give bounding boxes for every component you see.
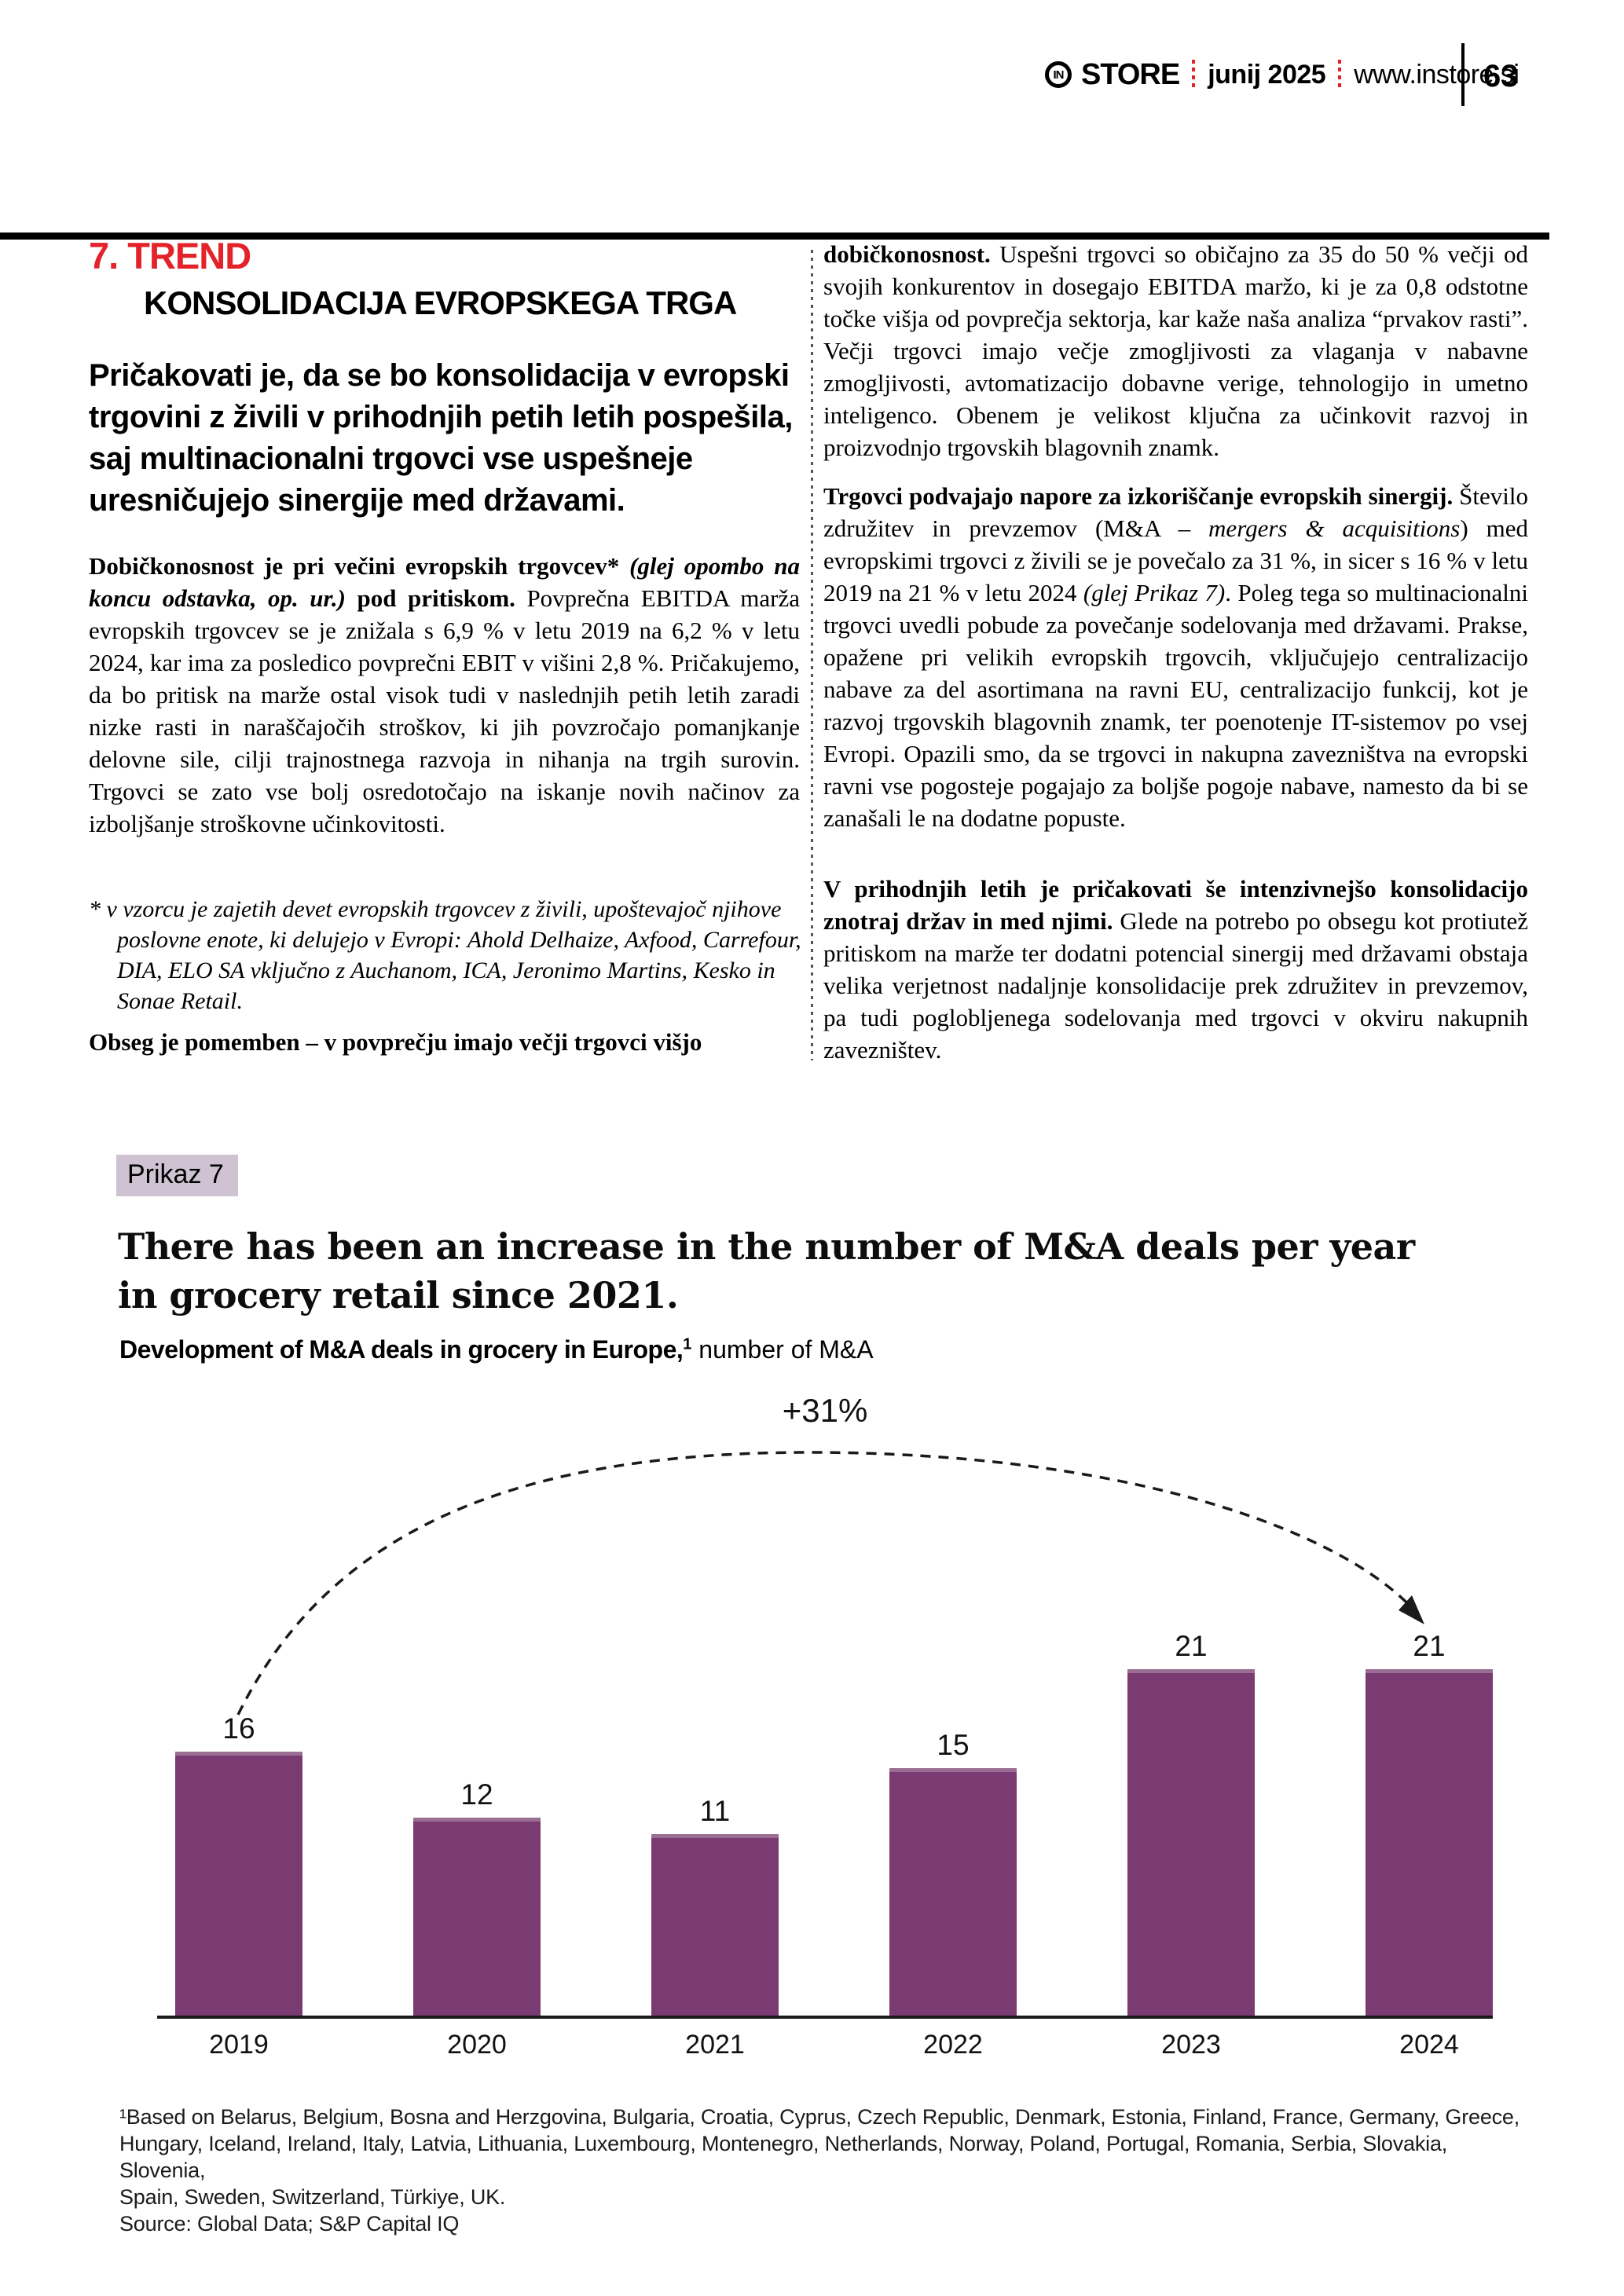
left-paragraph-3: Obseg je pomemben – v povprečju imajo ve… [89,1028,702,1056]
bar-value-label: 15 [937,1729,970,1761]
bar-value-label: 21 [1175,1630,1208,1662]
year-label: 2019 [209,2030,269,2060]
exhibit-title: There has been an increase in the number… [118,1222,1532,1320]
year-label: 2020 [447,2030,507,2060]
bar-fill [1366,1669,1493,2016]
exhibit-title-line2: in grocery retail since 2021. [118,1274,679,1316]
bar-2022: 15 [889,1729,1017,2016]
page-number: 63 [1483,59,1519,93]
left-paragraph-1: Dobičkonosnost je pri večini evropskih t… [89,552,800,837]
website-url: www.instore.si [1354,59,1520,90]
year-label: 2021 [685,2030,745,2060]
bar-value-label: 11 [699,1795,731,1827]
exhibit-subtitle: Development of M&A deals in grocery in E… [119,1335,1534,1364]
column-divider [811,250,813,1060]
growth-annotation: +31% [782,1392,868,1429]
left-paragraph-footnote: * v vzorcu je zajetih devet evropskih tr… [89,896,801,1014]
article-lede: Pričakovati je, da se bo konsolidacija v… [89,358,793,518]
right-paragraph-1: dobičkonosnost. Uspešni trgovci so običa… [823,240,1529,461]
footnote-line: Hungary, Iceland, Ireland, Italy, Latvia… [119,2132,1448,2182]
exhibit-subtitle-bold: Development of M&A deals in grocery in E… [119,1335,684,1364]
bar-value-label: 12 [460,1778,493,1811]
bar-fill [413,1818,541,2016]
footnote-marker: 1 [683,1335,692,1353]
header-divider [1461,43,1465,106]
red-dotted-separator-icon [1338,60,1342,90]
bar-2021: 11 [651,1795,779,2016]
section-title: KONSOLIDACIJA EVROPSKEGA TRGA [144,284,737,321]
exhibit-subtitle-regular: number of M&A [691,1335,874,1364]
x-axis [157,2016,1493,2019]
top-rule [0,233,1549,240]
instore-logo-icon: IN [1045,61,1072,88]
year-label: 2022 [923,2030,983,2060]
right-paragraph-2: Trgovci podvajajo napore za izkoriščanje… [823,482,1528,832]
section-kicker: 7. TREND [89,235,251,276]
year-label: 2023 [1161,2030,1221,2060]
exhibit-tag: Prikaz 7 [116,1155,238,1196]
bar-fill [889,1768,1017,2016]
footnote-line: Spain, Sweden, Switzerland, Türkiye, UK. [119,2185,506,2209]
bar-fill [1127,1669,1255,2016]
bar-2024: 21 [1366,1630,1493,2016]
issue-date: junij 2025 [1208,59,1326,90]
year-label: 2024 [1399,2030,1459,2060]
bar-fill [175,1752,302,2016]
chart-footnote: ¹Based on Belarus, Belgium, Bosna and He… [119,2104,1534,2237]
right-paragraph-3: V prihodnjih letih je pričakovati še int… [823,875,1528,1064]
bar-fill [651,1834,779,2016]
red-dotted-separator-icon [1192,60,1196,90]
bar-2023: 21 [1127,1630,1255,2016]
bar-2019: 16 [175,1712,302,2016]
bar-value-label: 16 [222,1712,255,1745]
brand-name: STORE [1081,57,1180,91]
source-line: Source: Global Data; S&P Capital IQ [119,2212,460,2236]
footnote-line: ¹Based on Belarus, Belgium, Bosna and He… [119,2105,1520,2129]
bar-chart: 16 12 11 15 21 21 [157,1630,1493,2016]
bar-2020: 12 [413,1778,541,2016]
masthead: IN STORE junij 2025 www.instore.si [1045,55,1520,94]
exhibit-title-line1: There has been an increase in the number… [118,1225,1415,1268]
bar-value-label: 21 [1413,1630,1446,1662]
